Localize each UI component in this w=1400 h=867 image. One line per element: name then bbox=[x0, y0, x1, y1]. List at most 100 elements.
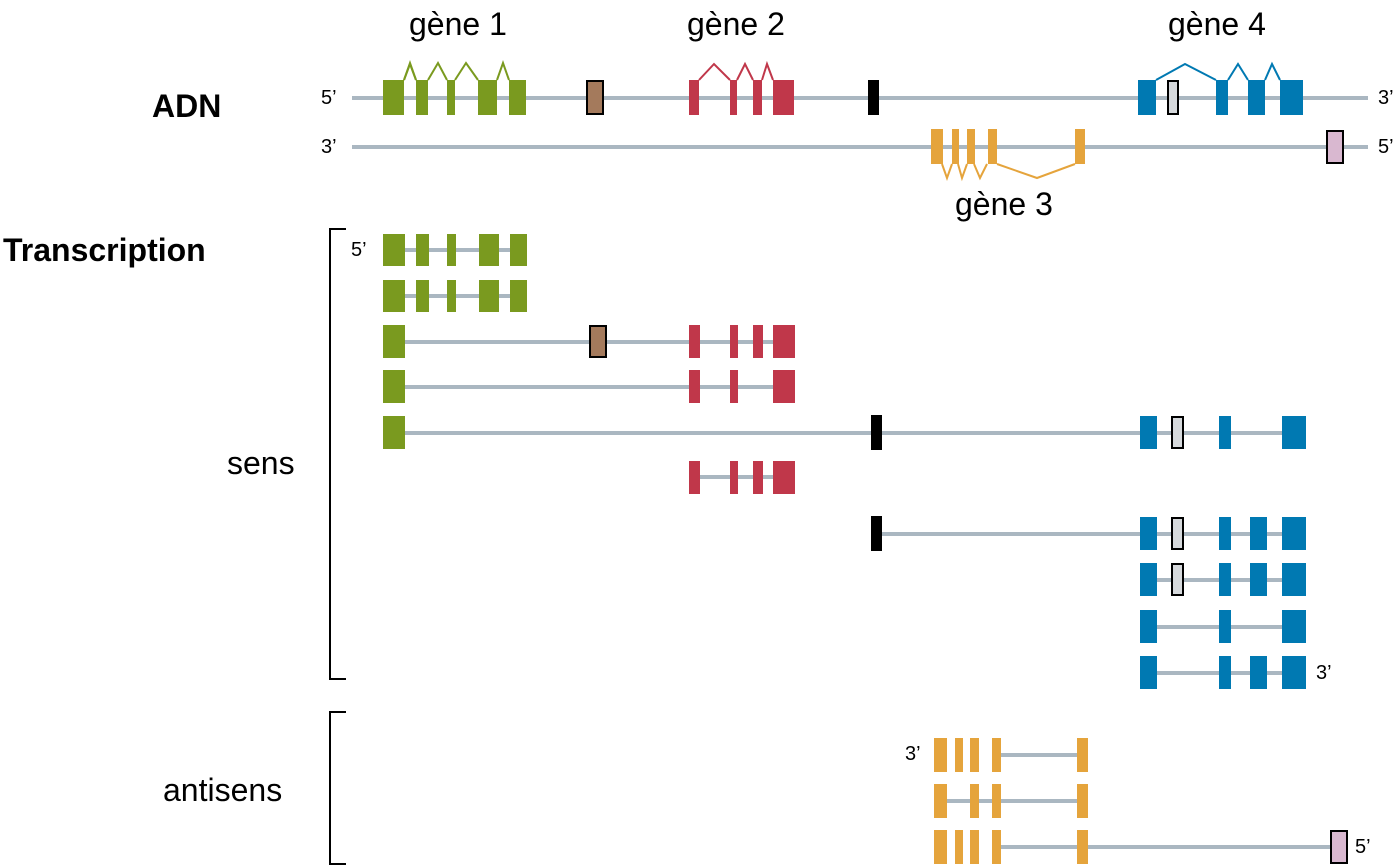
transcript-black-exon bbox=[871, 415, 882, 450]
transcript-gene2-exon bbox=[730, 325, 738, 358]
transcript-grey-exon bbox=[1171, 416, 1184, 449]
transcript-gene1-exon bbox=[479, 234, 499, 266]
gene2-label: gène 2 bbox=[687, 6, 785, 42]
transcript-gene4-exon bbox=[1140, 517, 1157, 550]
dna-gene2-exon bbox=[689, 80, 699, 115]
dna-gene3-exon bbox=[1075, 129, 1085, 164]
transcript-gene4-exon bbox=[1219, 563, 1231, 596]
sense-5prime: 5’ bbox=[351, 239, 367, 261]
transcript-brown-exon bbox=[589, 325, 607, 358]
gene1-splice-lines bbox=[403, 59, 417, 81]
gene1-splice-lines bbox=[427, 60, 448, 81]
transcript-gene1-exon bbox=[479, 280, 499, 312]
gene3-splice-lines bbox=[973, 163, 988, 181]
dna-gene4-exon bbox=[1216, 80, 1228, 115]
gene2-splice-lines bbox=[736, 61, 754, 81]
antisens-bracket bbox=[329, 711, 346, 865]
gene2-splice-lines bbox=[698, 62, 731, 81]
transcript-gene1-exon bbox=[447, 280, 456, 312]
dna-gene3-exon bbox=[988, 129, 997, 164]
transcript-gene3-exon bbox=[955, 738, 963, 772]
transcript-gene2-exon bbox=[773, 325, 795, 358]
gene2-splice-lines bbox=[761, 60, 774, 81]
dna-gene1-exon bbox=[416, 80, 428, 115]
transcript-gene4-exon bbox=[1219, 656, 1231, 689]
dna-gene1-exon bbox=[447, 80, 455, 115]
dna-gene4-exon bbox=[1248, 80, 1265, 115]
transcript-gene1-exon bbox=[383, 325, 405, 358]
dna-brown-exon bbox=[586, 80, 604, 115]
transcript-lilac-exon bbox=[1330, 830, 1348, 864]
transcript-gene2-exon bbox=[689, 325, 700, 358]
sens-bracket bbox=[329, 228, 346, 680]
transcript-gene2-exon bbox=[689, 370, 700, 403]
transcript-gene3-exon bbox=[992, 738, 1001, 772]
antisense-5prime: 5’ bbox=[1355, 836, 1371, 858]
dna-lilac-exon bbox=[1326, 130, 1344, 164]
gene4-splice-lines bbox=[1155, 62, 1217, 81]
dna-gene3-exon bbox=[952, 129, 959, 164]
transcript-gene2-exon bbox=[773, 461, 795, 494]
transcript-gene1-exon bbox=[510, 280, 527, 312]
gene1-splice-lines bbox=[454, 61, 479, 81]
transcript-gene3-exon bbox=[970, 830, 979, 864]
transcript-gene1-exon bbox=[416, 234, 429, 266]
transcription-heading: Transcription bbox=[3, 232, 206, 268]
gene4-splice-lines bbox=[1227, 62, 1249, 81]
transcript-gene3-exon bbox=[934, 830, 947, 864]
dna-black-exon bbox=[868, 80, 879, 115]
dna-gene1-exon bbox=[383, 80, 404, 115]
antisense-3prime: 3’ bbox=[905, 743, 921, 765]
dna-gene4-exon bbox=[1138, 80, 1156, 115]
antisens-label: antisens bbox=[163, 772, 283, 808]
gene1-splice-lines bbox=[496, 59, 510, 81]
transcript-gene2-exon bbox=[753, 461, 763, 494]
transcript-gene4-exon bbox=[1219, 517, 1231, 550]
dna-gene2-exon bbox=[773, 80, 794, 115]
transcript-gene3-exon bbox=[970, 784, 979, 818]
transcript-gene3-exon bbox=[1077, 784, 1088, 818]
transcript-gene4-exon bbox=[1250, 656, 1267, 689]
gene3-splice-lines bbox=[957, 163, 968, 182]
transcript-gene3-exon bbox=[992, 784, 1001, 818]
dna-gene1-exon bbox=[478, 80, 497, 115]
dna-gene2-exon bbox=[730, 80, 737, 115]
transcript-gene4-exon bbox=[1282, 656, 1306, 689]
transcript-gene4-exon bbox=[1282, 610, 1306, 643]
transcript-gene1-exon bbox=[416, 280, 429, 312]
transcript-grey-exon bbox=[1171, 563, 1184, 596]
transcript-gene4-exon bbox=[1250, 563, 1267, 596]
gene3-splice-lines bbox=[941, 163, 953, 181]
transcript-gene4-exon bbox=[1282, 517, 1306, 550]
transcript-gene2-exon bbox=[773, 370, 795, 403]
transcript-gene1-exon bbox=[383, 280, 405, 312]
transcript-gene1-exon bbox=[447, 234, 456, 266]
transcript-gene4-exon bbox=[1219, 610, 1231, 643]
transcript-gene3-exon bbox=[934, 784, 947, 818]
dna-gene3-exon bbox=[931, 129, 943, 164]
transcript-gene3-exon bbox=[970, 738, 979, 772]
dna-top-3prime: 3’ bbox=[1378, 87, 1394, 109]
transcript-gene1-exon bbox=[383, 370, 405, 403]
dna-top-5prime: 5’ bbox=[321, 87, 337, 109]
transcript-gene3-exon bbox=[934, 738, 947, 772]
transcript-gene4-exon bbox=[1140, 656, 1157, 689]
transcript-gene4-exon bbox=[1282, 563, 1306, 596]
transcript-gene1-exon bbox=[510, 234, 527, 266]
gene4-splice-lines bbox=[1264, 61, 1281, 81]
dna-grey-exon bbox=[1167, 80, 1179, 115]
adn-heading: ADN bbox=[152, 88, 222, 124]
transcript-gene2-exon bbox=[730, 370, 738, 403]
transcript-gene4-exon bbox=[1250, 517, 1267, 550]
transcript-gene1-exon bbox=[383, 234, 405, 266]
transcript-gene4-exon bbox=[1219, 416, 1231, 449]
transcript-gene3-exon bbox=[992, 830, 1001, 864]
transcript-gene4-exon bbox=[1140, 610, 1157, 643]
transcript-gene2-exon bbox=[689, 461, 700, 494]
transcript-gene4-exon bbox=[1282, 416, 1306, 449]
sense-3prime: 3’ bbox=[1316, 662, 1332, 684]
dna-gene1-exon bbox=[509, 80, 526, 115]
transcript-gene4-exon bbox=[1140, 563, 1157, 596]
transcript-gene2-exon bbox=[730, 461, 738, 494]
